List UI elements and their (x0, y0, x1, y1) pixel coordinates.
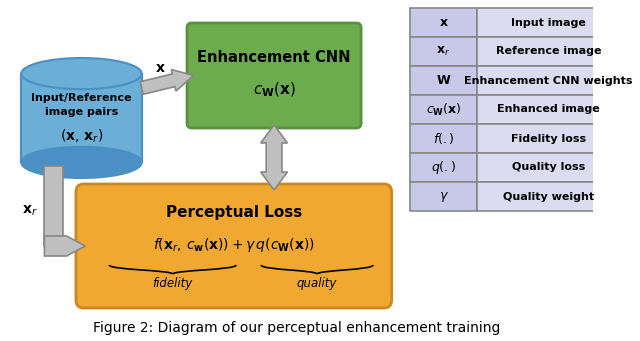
Text: Fidelity loss: Fidelity loss (511, 133, 586, 144)
Bar (477, 8, 620, 37)
Text: $\mathbf{x}_{r}$: $\mathbf{x}_{r}$ (436, 45, 451, 58)
Bar (477, 37, 620, 66)
Bar (477, 95, 620, 124)
Bar (410, 66, 477, 95)
Text: fidelity: fidelity (152, 277, 193, 290)
Bar (477, 66, 620, 95)
Text: $\mathbf{x}$: $\mathbf{x}$ (438, 16, 449, 29)
Bar (410, 182, 477, 211)
Bar (477, 153, 620, 182)
Bar (410, 37, 477, 66)
Polygon shape (44, 236, 85, 256)
Text: $\gamma$: $\gamma$ (438, 190, 449, 204)
Text: $\mathbf{x}$: $\mathbf{x}$ (155, 61, 166, 75)
FancyBboxPatch shape (21, 74, 141, 162)
Text: Reference image: Reference image (496, 46, 602, 57)
Ellipse shape (21, 58, 141, 89)
Ellipse shape (21, 147, 141, 178)
Bar (410, 8, 477, 37)
FancyBboxPatch shape (187, 23, 361, 128)
Text: Enhanced image: Enhanced image (497, 104, 600, 115)
Text: Figure 2: Diagram of our perceptual enhancement training: Figure 2: Diagram of our perceptual enha… (93, 321, 500, 335)
Text: Input image: Input image (511, 17, 586, 28)
Text: $f(.)$: $f(.)$ (433, 131, 454, 146)
Bar (410, 153, 477, 182)
Polygon shape (140, 70, 193, 94)
Text: $c_{\mathbf{W}}(\mathbf{x})$: $c_{\mathbf{W}}(\mathbf{x})$ (253, 81, 296, 99)
Bar (477, 182, 620, 211)
Bar (410, 124, 477, 153)
Text: Perceptual Loss: Perceptual Loss (166, 205, 302, 220)
Text: Enhancement CNN: Enhancement CNN (197, 50, 351, 65)
Text: $f(\mathbf{x}_{r},\, c_{\mathbf{w}}(\mathbf{x})) + \gamma\, q(c_{\mathbf{W}}(\ma: $f(\mathbf{x}_{r},\, c_{\mathbf{w}}(\mat… (153, 236, 315, 254)
Text: quality: quality (297, 277, 337, 290)
Text: Quality loss: Quality loss (512, 163, 585, 173)
Text: $\mathbf{W}$: $\mathbf{W}$ (436, 74, 451, 87)
Bar (477, 124, 620, 153)
Text: $c_{\mathbf{W}}(\mathbf{x})$: $c_{\mathbf{W}}(\mathbf{x})$ (426, 102, 461, 118)
Text: $\mathbf{x}_{r}$: $\mathbf{x}_{r}$ (22, 204, 37, 218)
Text: image pairs: image pairs (45, 107, 118, 117)
Polygon shape (260, 125, 287, 190)
Text: $q(.)$: $q(.)$ (431, 159, 456, 176)
Text: $(\mathbf{x},\, \mathbf{x}_{r})$: $(\mathbf{x},\, \mathbf{x}_{r})$ (60, 127, 103, 145)
Text: Enhancement CNN weights: Enhancement CNN weights (465, 75, 633, 86)
Bar (410, 95, 477, 124)
Polygon shape (44, 166, 63, 246)
FancyBboxPatch shape (76, 184, 392, 308)
Text: Quality weight: Quality weight (503, 192, 594, 202)
Text: Input/Reference: Input/Reference (31, 93, 132, 103)
